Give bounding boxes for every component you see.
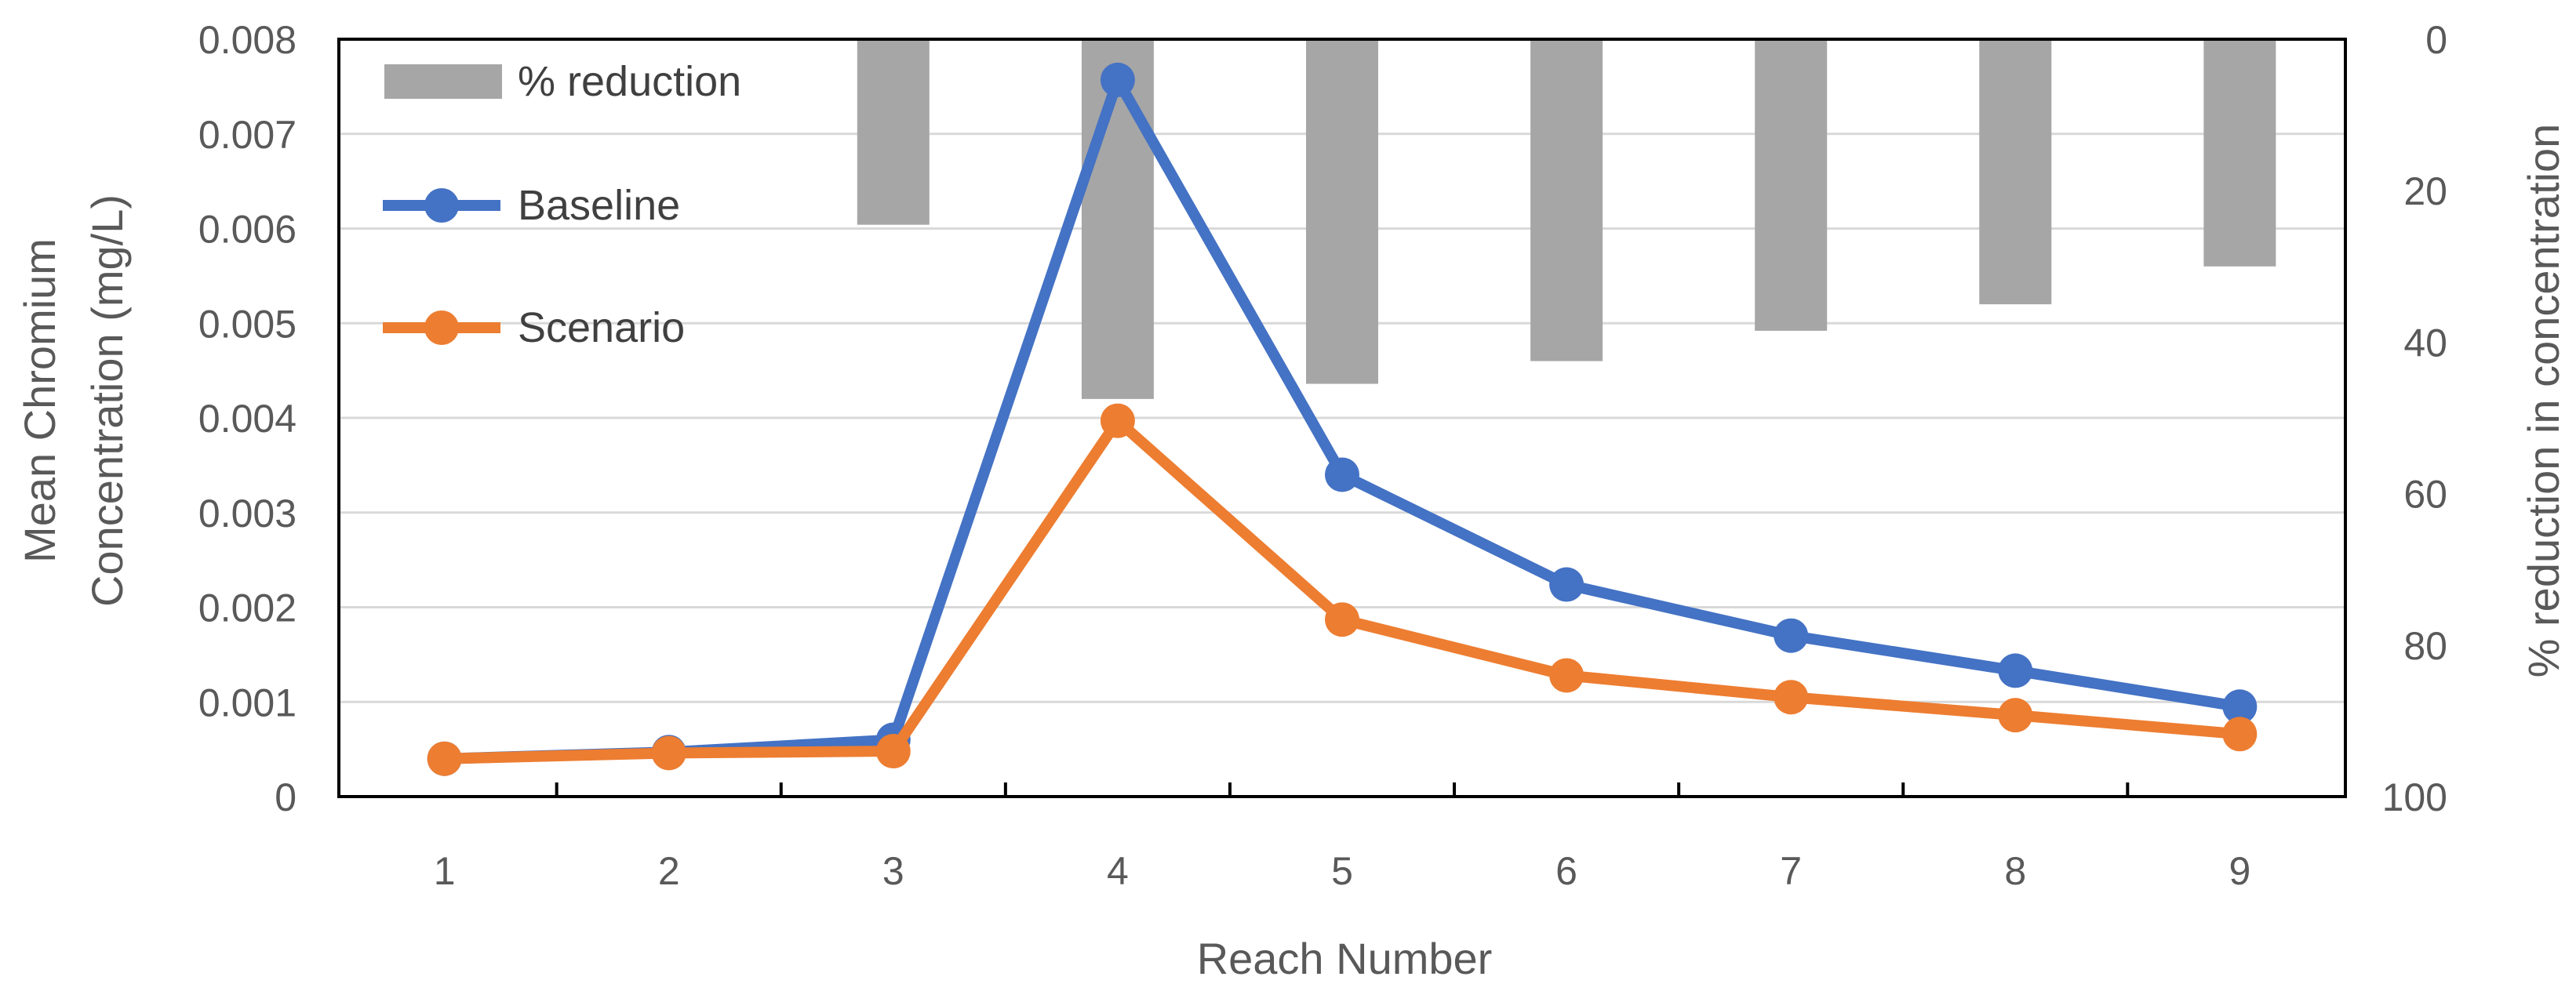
x-tick-label: 7: [1780, 849, 1802, 893]
bar-reduction: [857, 39, 930, 225]
plot-frame: [337, 38, 2347, 798]
point-baseline: [1549, 567, 1585, 602]
left-tick-label: 0.006: [198, 208, 297, 252]
left-tick-label: 0.004: [198, 397, 297, 441]
right-tick-label: 20: [2403, 169, 2447, 213]
point-baseline: [2222, 689, 2258, 724]
x-axis-tick-labels: 1 2 3 4 5 6 7 8 9: [434, 849, 2251, 893]
x-axis-title: Reach Number: [1197, 934, 1493, 983]
left-tick-label: 0.003: [198, 492, 297, 535]
x-tick-label: 2: [658, 849, 680, 893]
legend: % reduction Baseline Scenario: [383, 58, 741, 351]
legend-marker-baseline: [424, 188, 459, 223]
bar-reduction: [2203, 39, 2276, 267]
right-tick-label: 0: [2425, 18, 2447, 62]
point-scenario: [1325, 602, 1359, 637]
point-scenario: [875, 734, 911, 769]
x-tick-label: 9: [2229, 849, 2250, 893]
bar-reduction: [1306, 39, 1378, 384]
right-axis-title: % reduction in concentration: [2519, 124, 2568, 678]
right-tick-label: 60: [2403, 473, 2447, 517]
legend-label-reduction: % reduction: [518, 58, 741, 105]
line-series: [427, 62, 2258, 776]
point-scenario: [651, 735, 686, 771]
point-scenario: [2222, 717, 2258, 752]
left-axis-title-line1: Mean Chromium: [15, 238, 64, 563]
legend-marker-scenario: [424, 310, 459, 345]
legend-label-baseline: Baseline: [518, 182, 680, 229]
left-tick-label: 0.005: [198, 302, 297, 346]
x-tick-label: 5: [1331, 849, 1353, 893]
right-tick-label: 40: [2403, 321, 2447, 365]
left-tick-label: 0.002: [198, 586, 297, 630]
legend-swatch-reduction: [384, 64, 502, 99]
bar-reduction: [1081, 39, 1154, 399]
left-axis-tick-labels: 0 0.001 0.002 0.003 0.004 0.005 0.006 0.007 0.00…: [198, 18, 297, 819]
point-baseline: [1998, 653, 2033, 688]
bar-series-reduction: [857, 39, 2276, 399]
point-baseline: [1325, 457, 1359, 492]
right-tick-label: 80: [2403, 624, 2447, 668]
x-tick-label: 6: [1555, 849, 1577, 893]
point-scenario: [1549, 658, 1585, 693]
right-axis-tick-labels: 0 20 40 60 80 100: [2382, 18, 2447, 819]
bar-reduction: [1530, 39, 1603, 361]
x-tick-label: 4: [1107, 849, 1129, 893]
point-scenario: [1774, 680, 1809, 715]
bar-reduction: [1755, 39, 1828, 331]
point-scenario: [427, 741, 462, 776]
right-tick-label: 100: [2382, 775, 2447, 819]
plot-border: [337, 38, 2347, 798]
left-tick-label: 0.001: [198, 681, 297, 724]
point-baseline: [1100, 62, 1135, 97]
point-scenario: [1998, 698, 2033, 733]
point-baseline: [1774, 618, 1809, 653]
point-scenario: [1100, 403, 1135, 438]
left-tick-label: 0: [275, 775, 297, 819]
left-tick-label: 0.008: [198, 18, 297, 62]
x-tick-label: 8: [2004, 849, 2026, 893]
bar-reduction: [1979, 39, 2052, 305]
x-tick-label: 3: [882, 849, 904, 893]
x-tick-label: 1: [434, 849, 456, 893]
legend-label-scenario: Scenario: [518, 304, 685, 351]
left-axis-title-line2: Concentration (mg/L): [82, 194, 132, 607]
left-tick-label: 0.007: [198, 113, 297, 157]
